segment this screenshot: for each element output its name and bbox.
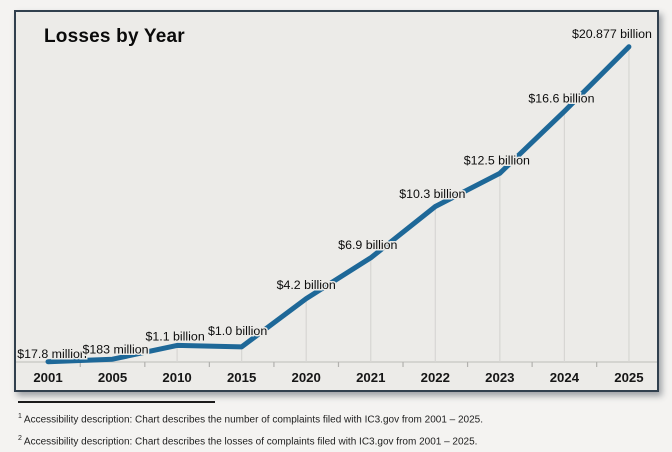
- year-label: 2025: [614, 370, 643, 385]
- footnote-separator: [18, 401, 215, 403]
- data-label: $183 million: [82, 342, 148, 356]
- year-label: 2021: [356, 370, 385, 385]
- data-label: $20.877 billion: [572, 27, 652, 41]
- year-label: 2020: [292, 370, 321, 385]
- line-chart-canvas: $17.8 million$183 million$1.1 billion $1.…: [16, 26, 657, 385]
- data-label: $17.8 million: [17, 347, 87, 361]
- footnotes: 1 Accessibility description: Chart descri…: [18, 407, 664, 452]
- year-label: 2001: [33, 370, 62, 385]
- footnote-2-text: Accessibility description: Chart describ…: [23, 436, 478, 448]
- footnote-1-marker: 1: [18, 413, 22, 420]
- data-label: $1.1 billion: [145, 330, 204, 344]
- year-label: 2005: [98, 370, 127, 385]
- losses-line: [45, 44, 632, 365]
- data-label: $4.2 billion: [277, 278, 336, 292]
- footnote-2-marker: 2: [18, 435, 22, 443]
- data-label: $10.3 billion: [399, 187, 465, 201]
- year-label: 2022: [421, 370, 450, 385]
- footnote-2: 2 Accessibility description: Chart descri…: [18, 429, 664, 451]
- data-label: $16.6 billion: [528, 92, 594, 106]
- year-label: 2023: [485, 370, 514, 385]
- year-label: 2010: [162, 370, 191, 385]
- footnote-1-text: Accessibility description: Chart describ…: [23, 414, 484, 426]
- data-label: $1.0 billion: [208, 324, 267, 338]
- chart-title: Losses by Year: [44, 26, 185, 47]
- year-label: 2024: [550, 370, 580, 385]
- losses-by-year-chart: $17.8 million $183 million $1.1 billion $1.…: [14, 10, 659, 392]
- year-label: 2015: [227, 370, 256, 385]
- data-label: $12.5 billion: [464, 154, 530, 168]
- footnote-1: 1 Accessibility description: Chart descri…: [18, 407, 664, 429]
- data-label: $6.9 billion: [338, 238, 397, 252]
